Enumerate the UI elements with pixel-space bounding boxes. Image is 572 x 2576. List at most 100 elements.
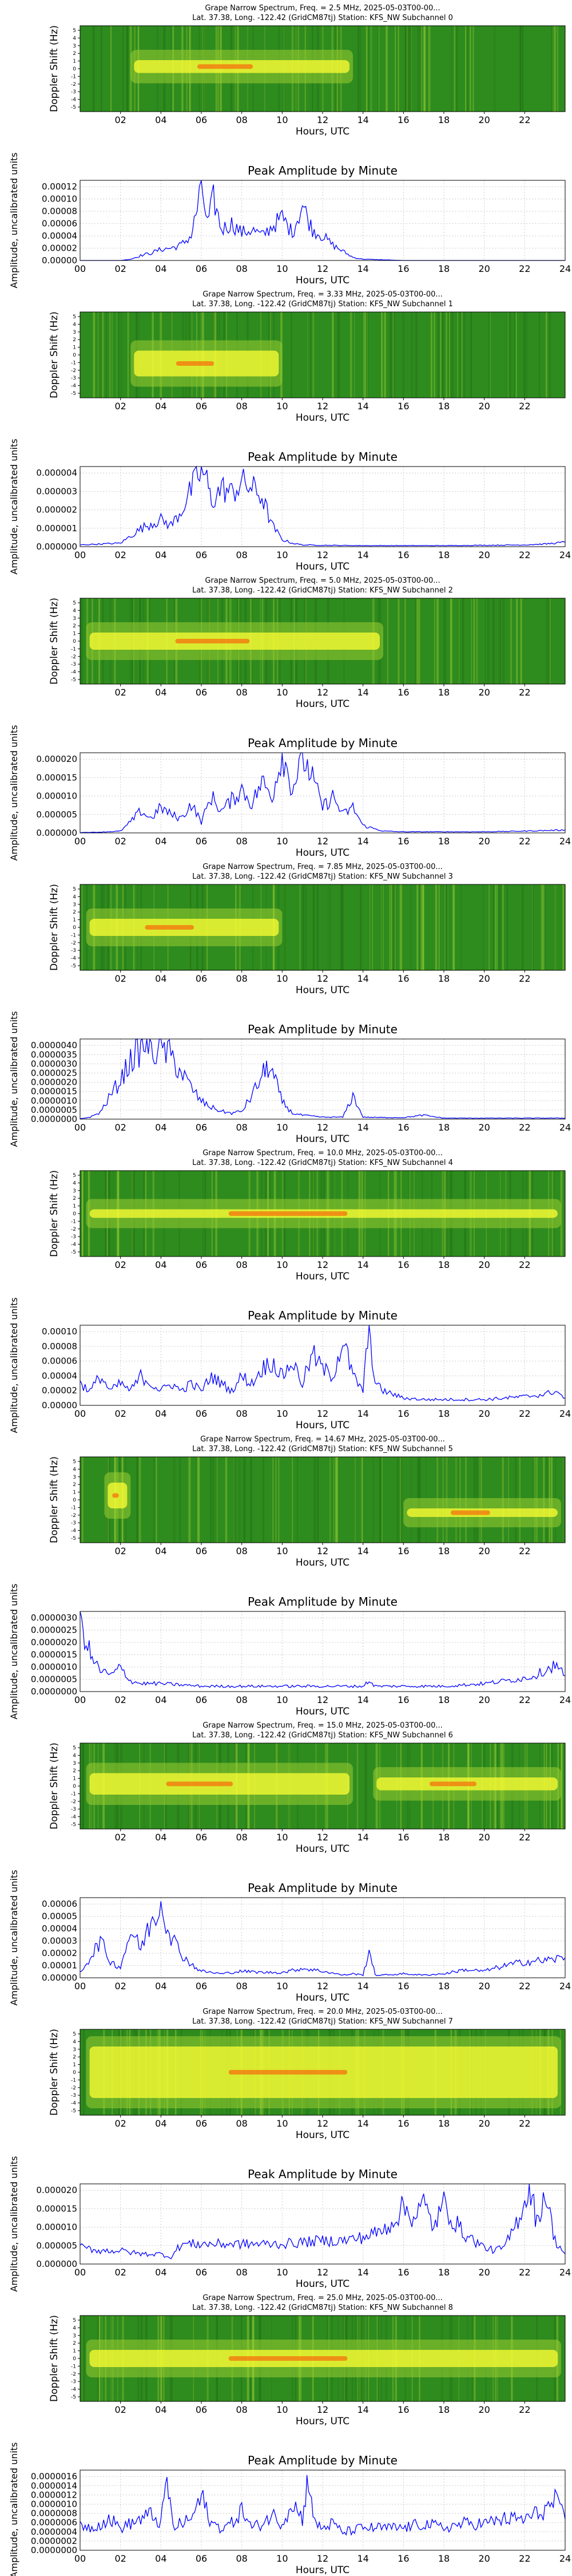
spectrogram-y-tick: -2 [71, 368, 76, 374]
amplitude-x-tick: 20 [478, 2553, 490, 2564]
spectrogram-x-tick: 12 [317, 1259, 328, 1270]
amplitude-frame [80, 1038, 566, 1120]
spectrogram-y-tick: 0 [73, 2356, 76, 2362]
spectrogram-x-tick: 06 [196, 1546, 207, 1556]
amplitude-x-tick: 06 [196, 550, 207, 560]
amplitude-x-tick: 16 [398, 1694, 409, 1705]
amplitude-y-tick: 0.00006 [42, 1899, 77, 1909]
amplitude-x-tick: 06 [196, 1694, 207, 1705]
spectrogram-x-tick: 22 [519, 2404, 530, 2415]
amplitude-x-tick: 14 [357, 1694, 368, 1705]
spectrogram-y-tick: -4 [71, 384, 76, 389]
amplitude-y-tick: 0.0000000 [31, 2545, 77, 2555]
spectrogram-y-tick: 4 [73, 2325, 76, 2331]
amplitude-x-tick: 18 [438, 1122, 450, 1133]
spectrogram-y-tick: 2 [73, 337, 76, 343]
spectrogram-y-tick: -3 [71, 662, 76, 667]
amplitude-x-tick: 04 [155, 2553, 166, 2564]
spectrogram-ylabel: Doppler Shift (Hz) [49, 884, 60, 971]
spectrogram-y-tick: -2 [71, 654, 76, 660]
spectrogram-subtitle: Lat. 37.38, Long. -122.42 (GridCM87tj) S… [192, 2017, 453, 2026]
spectrogram-y-tick: -3 [71, 89, 76, 95]
spectrogram-subtitle: Lat. 37.38, Long. -122.42 (GridCM87tj) S… [192, 14, 453, 22]
amplitude-y-tick: 0.00010 [42, 194, 77, 204]
amplitude-y-tick: 0.00002 [42, 1948, 77, 1958]
amplitude-x-tick: 12 [317, 836, 328, 847]
amplitude-y-tick: 0.0000010 [31, 2499, 77, 2510]
spectrogram-x-tick: 04 [155, 1259, 166, 1270]
spectrogram-x-tick: 14 [357, 973, 368, 984]
amplitude-frame [80, 180, 566, 261]
spectrogram-x-tick: 04 [155, 687, 166, 698]
amplitude-series-line [80, 752, 566, 833]
amplitude-x-tick: 22 [519, 1694, 530, 1705]
spectrogram-y-tick: -1 [71, 1791, 76, 1797]
amplitude-y-tick: 0.0000005 [31, 1105, 77, 1115]
amplitude-x-tick: 06 [196, 1122, 207, 1133]
spectrogram-x-tick: 14 [357, 2404, 368, 2415]
amplitude-x-tick: 16 [398, 2553, 409, 2564]
amplitude-ylabel: Amplitude, uncalibrated units [9, 725, 19, 860]
spectrogram-x-tick: 12 [317, 1546, 328, 1556]
amplitude-x-tick: 16 [398, 2267, 409, 2278]
spectrogram-x-tick: 02 [114, 1832, 126, 1843]
spectrogram-title: Grape Narrow Spectrum, Freq. = 14.67 MHz… [200, 1435, 445, 1444]
amplitude-series-line [80, 465, 566, 547]
spectrogram-x-tick: 10 [276, 1832, 288, 1843]
amplitude-y-tick: 0.00004 [42, 1370, 77, 1381]
amplitude-x-tick: 10 [276, 1122, 288, 1133]
spectrogram-ylabel: Doppler Shift (Hz) [49, 1456, 60, 1543]
amplitude-x-tick: 08 [236, 263, 247, 274]
spectrogram-y-tick: 1 [73, 2063, 76, 2068]
spectrogram-x-tick: 22 [519, 1546, 530, 1556]
amplitude-x-tick: 04 [155, 550, 166, 560]
spectrogram-y-tick: 1 [73, 918, 76, 923]
amplitude-y-tick: 0.0000030 [31, 1613, 77, 1623]
spectrogram-ylabel: Doppler Shift (Hz) [49, 311, 60, 398]
spectrogram-y-tick: 5 [73, 2032, 76, 2037]
amplitude-y-tick: 0.0000015 [31, 1650, 77, 1660]
amplitude-x-tick: 10 [276, 836, 288, 847]
spectrogram-x-tick: 04 [155, 973, 166, 984]
amplitude-y-tick: 0.0000004 [31, 2527, 77, 2537]
spectrogram-x-tick: 04 [155, 114, 166, 125]
spectrogram-y-tick: -1 [71, 1219, 76, 1224]
spectrogram-title: Grape Narrow Spectrum, Freq. = 3.33 MHz,… [202, 290, 443, 299]
spectrogram-y-tick: -1 [71, 1505, 76, 1511]
amplitude-x-tick: 06 [196, 1981, 207, 1992]
amplitude-y-tick: 0.000003 [36, 486, 77, 496]
spectrogram-x-tick: 06 [196, 973, 207, 984]
amplitude-xlabel: Hours, UTC [296, 1706, 349, 1717]
amplitude-x-tick: 04 [155, 263, 166, 274]
spectrogram-x-tick: 20 [478, 1259, 490, 1270]
amplitude-frame [80, 1325, 566, 1406]
amplitude-ylabel: Amplitude, uncalibrated units [9, 1870, 19, 2005]
amplitude-title: Peak Amplitude by Minute [248, 1595, 398, 1609]
amplitude-frame [80, 466, 566, 547]
spectrogram-y-tick: -5 [71, 2395, 76, 2400]
spectrogram-signal-band [373, 1767, 561, 1801]
spectrogram-y-tick: 2 [73, 2341, 76, 2346]
amplitude-x-tick: 08 [236, 2267, 247, 2278]
amplitude-ylabel: Amplitude, uncalibrated units [9, 152, 19, 288]
spectrogram-y-tick: -1 [71, 74, 76, 80]
amplitude-x-tick: 00 [74, 1981, 86, 1992]
amplitude-y-tick: 0.00008 [42, 206, 77, 216]
spectrogram-y-tick: -5 [71, 105, 76, 110]
spectrogram-y-tick: -1 [71, 2077, 76, 2083]
amplitude-y-tick: 0.0000010 [31, 1662, 77, 1672]
spectrogram-title: Grape Narrow Spectrum, Freq. = 25.0 MHz,… [202, 2294, 443, 2302]
spectrogram-x-tick: 14 [357, 401, 368, 412]
amplitude-y-tick: 0.00006 [42, 1356, 77, 1366]
spectrogram-y-tick: 4 [73, 1467, 76, 1472]
spectrogram-x-tick: 20 [478, 114, 490, 125]
amplitude-x-tick: 06 [196, 2267, 207, 2278]
spectrogram-x-tick: 18 [438, 973, 450, 984]
amplitude-ylabel: Amplitude, uncalibrated units [9, 1011, 19, 1147]
amplitude-x-tick: 22 [519, 2267, 530, 2278]
amplitude-x-tick: 06 [196, 2553, 207, 2564]
amplitude-x-tick: 04 [155, 836, 166, 847]
amplitude-x-tick: 00 [74, 2553, 86, 2564]
spectrogram-y-tick: -4 [71, 97, 76, 103]
spectrogram-x-tick: 22 [519, 401, 530, 412]
